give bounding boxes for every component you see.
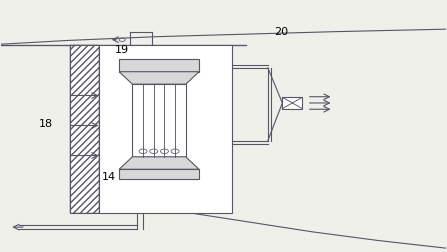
Bar [119, 170, 199, 180]
Bar [70, 46, 99, 213]
Bar [283, 98, 302, 109]
Text: 19: 19 [115, 45, 129, 54]
Bar [132, 85, 186, 157]
Bar [119, 60, 199, 72]
Bar [70, 46, 99, 213]
Text: 14: 14 [101, 172, 115, 182]
Polygon shape [119, 72, 199, 85]
Polygon shape [119, 157, 199, 170]
Text: 20: 20 [274, 27, 289, 37]
Text: 18: 18 [39, 118, 53, 128]
Bar [99, 46, 232, 213]
